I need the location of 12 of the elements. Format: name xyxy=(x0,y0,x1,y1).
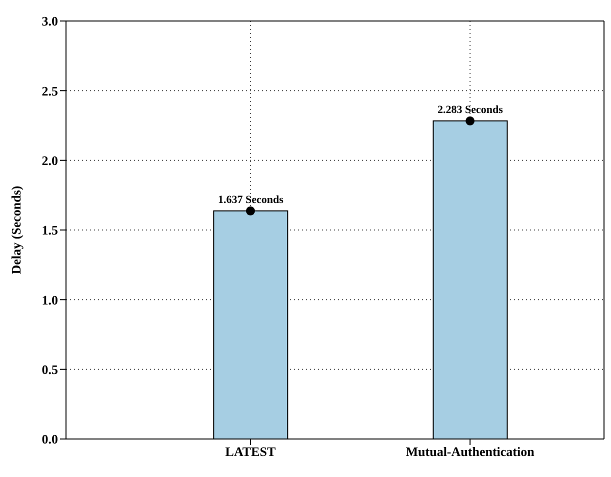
data-label: 2.283 Seconds xyxy=(438,104,504,116)
y-tick-label: 3.0 xyxy=(42,14,58,29)
x-tick-label: LATEST xyxy=(225,444,276,460)
y-tick-label: 1.5 xyxy=(42,222,58,238)
y-tick-label: 2.0 xyxy=(42,152,58,168)
y-tick-label: 1.0 xyxy=(42,292,58,308)
y-tick-label: 0.5 xyxy=(42,362,58,377)
y-tick-label: 0.0 xyxy=(42,432,58,447)
y-tick-label: 2.5 xyxy=(42,83,58,98)
data-label: 1.637 Seconds xyxy=(218,194,284,206)
y-axis-title: Delay (Seconds) xyxy=(8,186,24,274)
x-tick-label: Mutual-Authentication xyxy=(406,444,536,460)
